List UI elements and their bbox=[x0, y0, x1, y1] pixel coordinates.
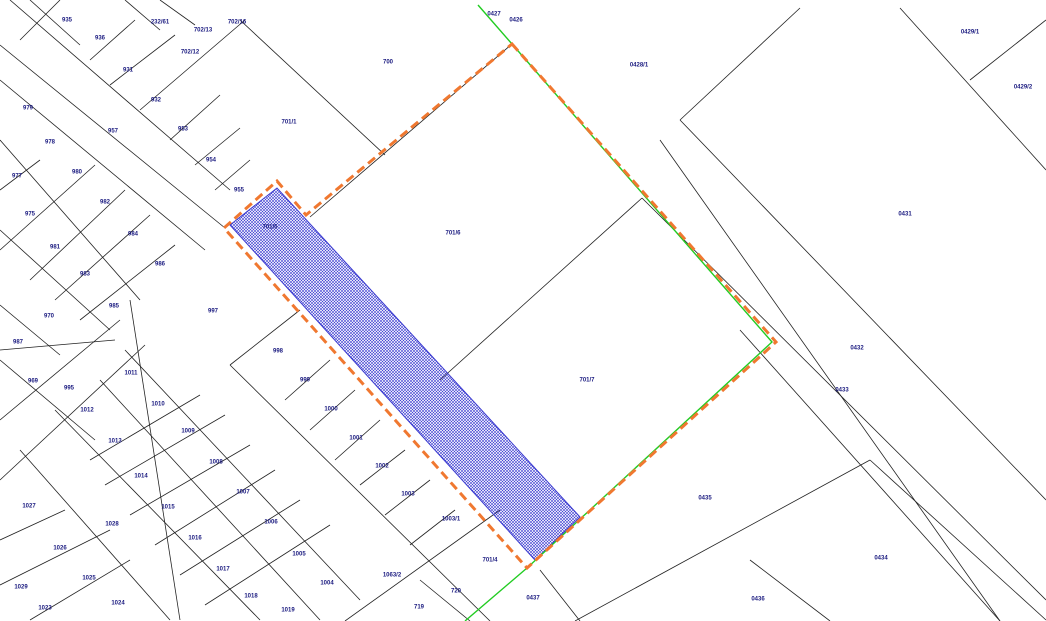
parcel-label: 969 bbox=[28, 379, 39, 385]
parcel-label: 980 bbox=[72, 170, 83, 176]
parcel-label: 701/6 bbox=[445, 231, 461, 237]
parcel-label: 1028 bbox=[105, 522, 119, 528]
parcel-label: 932 bbox=[151, 98, 162, 104]
parcel-label: 0434 bbox=[874, 556, 888, 562]
parcel-label: 1024 bbox=[111, 601, 125, 607]
parcel-label: 954 bbox=[206, 158, 217, 164]
parcel-label: 1027 bbox=[22, 504, 36, 510]
parcel-label: 720 bbox=[451, 589, 462, 595]
parcel-label: 955 bbox=[234, 188, 245, 194]
parcel-label: 1003/1 bbox=[442, 517, 461, 523]
parcel-label: 0437 bbox=[526, 596, 540, 602]
parcel-label: 1012 bbox=[80, 408, 94, 414]
parcel-label: 985 bbox=[109, 304, 120, 310]
parcel-label: 986 bbox=[155, 262, 166, 268]
parcel-label: 953 bbox=[178, 127, 189, 133]
parcel-label: 1016 bbox=[188, 536, 202, 542]
parcel-label: 1010 bbox=[151, 402, 165, 408]
parcel-label: 1025 bbox=[82, 576, 96, 582]
parcel-label: 701/5 bbox=[262, 225, 278, 231]
parcel-label: 1007 bbox=[236, 490, 250, 496]
parcel-label: 1023 bbox=[38, 606, 52, 612]
parcel-label: 995 bbox=[64, 386, 75, 392]
parcel-label: 232/61 bbox=[151, 20, 170, 26]
parcel-label: 702/12 bbox=[181, 50, 200, 56]
parcel-label: 998 bbox=[273, 349, 284, 355]
parcel-label: 1015 bbox=[161, 505, 175, 511]
parcel-label: 0429/2 bbox=[1014, 85, 1033, 91]
parcel-label: 1001 bbox=[349, 436, 363, 442]
parcel-label: 0427 bbox=[487, 12, 501, 18]
parcel-label: 983 bbox=[80, 272, 91, 278]
parcel-label: 981 bbox=[50, 245, 61, 251]
parcel-label: 970 bbox=[44, 314, 55, 320]
parcel-label: 979 bbox=[23, 106, 34, 112]
parcel-label: 987 bbox=[13, 340, 24, 346]
parcel-label: 702/13 bbox=[194, 28, 213, 34]
parcel-label: 1018 bbox=[244, 594, 258, 600]
parcel-label: 977 bbox=[12, 174, 23, 180]
parcel-label: 999 bbox=[300, 378, 311, 384]
parcel-labels: 935 936 232/61 702/13 702/16 0427 0426 702/12 70… bbox=[12, 12, 1033, 614]
parcel-label: 936 bbox=[95, 36, 106, 42]
orange-outline bbox=[221, 41, 779, 571]
parcel-label: 1003 bbox=[401, 492, 415, 498]
parcel-label: 982 bbox=[100, 200, 111, 206]
parcel-label: 701/7 bbox=[579, 378, 595, 384]
parcel-label: 1002 bbox=[375, 464, 389, 470]
parcel-label: 1019 bbox=[281, 608, 295, 614]
parcel-label: 0428/1 bbox=[630, 63, 649, 69]
parcel-label: 957 bbox=[108, 129, 119, 135]
parcel-label: 997 bbox=[208, 309, 219, 315]
parcel-label: 719 bbox=[414, 605, 425, 611]
parcel-label: 1013 bbox=[108, 439, 122, 445]
parcel-label: 975 bbox=[25, 212, 36, 218]
parcel-label: 931 bbox=[123, 68, 134, 74]
parcel-label: 701/4 bbox=[482, 558, 498, 564]
parcel-label: 0426 bbox=[509, 18, 523, 24]
parcel-label: 0431 bbox=[898, 212, 912, 218]
parcel-label: 0436 bbox=[751, 597, 765, 603]
parcel-label: 984 bbox=[128, 232, 139, 238]
parcel-label: 1004 bbox=[320, 581, 334, 587]
parcel-label: 935 bbox=[62, 18, 73, 24]
parcel-label: 1006 bbox=[264, 520, 278, 526]
green-boundary bbox=[464, 4, 773, 621]
parcel-label: 1014 bbox=[134, 474, 148, 480]
parcel-label: 1009 bbox=[181, 429, 195, 435]
parcel-label: 1029 bbox=[14, 585, 28, 591]
parcel-label: 1017 bbox=[216, 567, 230, 573]
parcel-label: 1063/2 bbox=[383, 573, 402, 579]
parcel-label: 978 bbox=[45, 140, 56, 146]
parcel-label: 1000 bbox=[324, 407, 338, 413]
parcel-label: 701/1 bbox=[281, 120, 297, 126]
parcel-label: 0433 bbox=[835, 388, 849, 394]
parcel-label: 1008 bbox=[209, 460, 223, 466]
parcel-label: 1026 bbox=[53, 546, 67, 552]
selected-strip bbox=[229, 187, 581, 561]
parcel-label: 0435 bbox=[698, 496, 712, 502]
parcel-label: 0429/1 bbox=[961, 30, 980, 36]
parcel-label: 700 bbox=[383, 60, 394, 66]
parcel-label: 1005 bbox=[292, 552, 306, 558]
parcel-label: 1011 bbox=[124, 371, 138, 377]
parcel-label: 702/16 bbox=[228, 20, 247, 26]
parcel-label: 0432 bbox=[850, 346, 864, 352]
